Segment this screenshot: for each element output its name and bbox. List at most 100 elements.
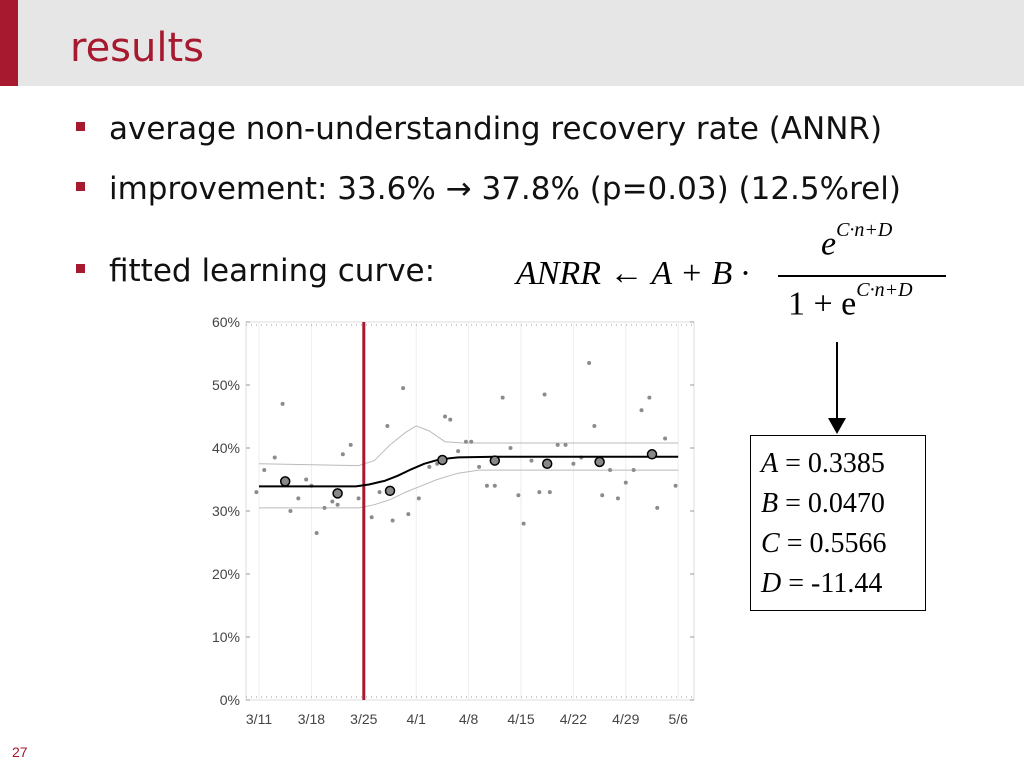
- daily-point: [592, 423, 597, 428]
- weekly-point: [489, 455, 501, 466]
- x-tick-label: 3/25: [350, 711, 377, 727]
- daily-point: [587, 360, 592, 365]
- daily-point: [469, 439, 474, 444]
- daily-point: [639, 408, 644, 413]
- x-tick-label: 5/6: [668, 711, 688, 727]
- daily-point: [262, 468, 267, 473]
- x-tick-label: 4/1: [406, 711, 426, 727]
- formula-fraction-bar: [778, 275, 946, 277]
- lower-bound-line: [259, 469, 679, 509]
- y-tick-label: 60%: [212, 314, 240, 330]
- weekly-point: [384, 485, 396, 497]
- param-value: 0.5566: [809, 528, 887, 559]
- daily-point: [254, 490, 259, 495]
- daily-point: [623, 480, 628, 485]
- y-tick-label: 30%: [212, 503, 240, 519]
- daily-point: [537, 490, 542, 495]
- param-name: D: [761, 568, 782, 599]
- daily-point: [280, 401, 285, 406]
- daily-point: [369, 515, 374, 520]
- daily-point: [492, 483, 497, 488]
- weekly-point: [541, 458, 553, 469]
- bullet-text: improvement: 33.6% → 37.8% (p=0.03) (12.…: [109, 171, 901, 207]
- daily-point: [304, 477, 309, 482]
- parameter-box: A = 0.3385 B = 0.0470 C = 0.5566 D = -11…: [750, 435, 926, 611]
- daily-point: [330, 499, 335, 504]
- weekly-point: [279, 476, 291, 487]
- bullet-square-icon: [76, 264, 85, 273]
- slide-title: results: [70, 25, 205, 71]
- daily-point: [416, 496, 421, 501]
- daily-point: [448, 417, 453, 422]
- plot-frame: [245, 321, 695, 701]
- bullet-square-icon: [76, 182, 85, 191]
- x-tick-label: 4/8: [459, 711, 479, 727]
- x-tick-label: 4/15: [507, 711, 534, 727]
- daily-point: [500, 395, 505, 400]
- bullet-text: average non-understanding recovery rate …: [109, 111, 883, 147]
- daily-point: [463, 439, 468, 444]
- title-bar: [0, 0, 1024, 86]
- x-tick-label: 4/22: [560, 711, 587, 727]
- param-name: B: [761, 488, 779, 519]
- y-tick-label: 40%: [212, 440, 240, 456]
- upper-bound-line: [258, 425, 679, 467]
- daily-point: [516, 493, 521, 498]
- y-tick-label: 10%: [212, 629, 240, 645]
- daily-point: [655, 505, 660, 510]
- daily-point: [390, 518, 395, 523]
- daily-point: [314, 531, 319, 536]
- x-tick-label: 3/11: [246, 711, 272, 727]
- bullet-item: average non-understanding recovery rate …: [76, 114, 882, 145]
- daily-point: [348, 442, 353, 447]
- daily-point: [377, 490, 382, 495]
- daily-point: [443, 414, 448, 419]
- weekly-point: [332, 488, 343, 499]
- formula-denominator: 1 + eC·n+D: [788, 279, 913, 323]
- daily-point: [427, 464, 432, 469]
- param-name: A: [761, 448, 779, 479]
- daily-point: [322, 505, 327, 510]
- daily-point: [673, 483, 678, 488]
- param-name: C: [761, 528, 780, 559]
- daily-point: [340, 452, 345, 457]
- x-tick-label: 4/29: [612, 711, 639, 727]
- param-b: B = 0.0470: [761, 488, 885, 519]
- y-tick-label: 50%: [212, 377, 240, 393]
- daily-point: [608, 468, 613, 473]
- title-accent-bar: [0, 0, 18, 86]
- daily-point: [563, 442, 568, 447]
- daily-point: [456, 449, 461, 454]
- formula-numerator: eC·n+D: [821, 219, 892, 263]
- daily-point: [521, 521, 526, 526]
- param-value: 0.3385: [807, 448, 885, 479]
- daily-point: [663, 436, 668, 441]
- daily-point: [335, 502, 340, 507]
- formula-denominator-prefix: 1 + e: [788, 285, 857, 323]
- param-value: -11.44: [811, 568, 883, 599]
- bullet-item: improvement: 33.6% → 37.8% (p=0.03) (12.…: [76, 174, 901, 205]
- daily-point: [529, 458, 534, 463]
- param-a: A = 0.3385: [761, 448, 885, 479]
- y-tick-label: 20%: [212, 566, 240, 582]
- daily-point: [631, 468, 636, 473]
- weekly-point: [437, 454, 448, 466]
- param-d: D = -11.44: [761, 568, 883, 599]
- learning-curve-formula: ANRR ← A + B · eC·n+D 1 + eC·n+D: [516, 219, 956, 335]
- bullet-text: fitted learning curve:: [109, 253, 436, 289]
- daily-point: [600, 493, 605, 498]
- daily-point: [406, 512, 411, 517]
- daily-point: [571, 461, 576, 466]
- x-tick-label: 3/18: [298, 711, 325, 727]
- daily-point: [555, 442, 560, 447]
- formula-denominator-exponent: C·n+D: [856, 279, 913, 301]
- param-value: 0.0470: [807, 488, 885, 519]
- daily-point: [356, 496, 361, 501]
- daily-point: [288, 509, 293, 513]
- daily-point: [647, 395, 652, 400]
- daily-point: [401, 386, 406, 391]
- daily-point: [508, 446, 513, 450]
- bullet-square-icon: [76, 122, 85, 131]
- daily-point: [547, 490, 552, 495]
